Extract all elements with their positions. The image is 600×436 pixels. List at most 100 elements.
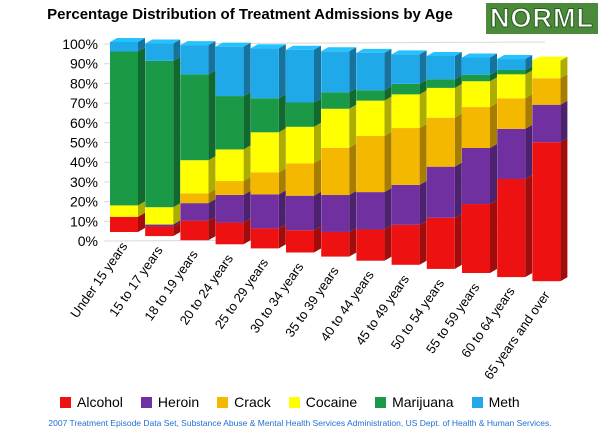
legend-item-crack: Crack xyxy=(217,394,271,410)
y-tick-label: 70% xyxy=(70,95,98,111)
bar-segment-cocaine xyxy=(391,94,420,129)
y-tick-label: 0% xyxy=(78,233,98,249)
bar-segment-heroin xyxy=(145,224,174,227)
bar-segment-crack xyxy=(391,128,420,185)
bar-side-cocaine xyxy=(278,128,286,173)
bar-side-heroin xyxy=(384,188,392,230)
bar-segment-marijuana xyxy=(497,69,526,75)
bar-segment-heroin xyxy=(356,192,385,230)
bar-segment-alcohol xyxy=(391,224,420,265)
bar-side-crack xyxy=(243,177,251,195)
y-tick-label: 20% xyxy=(70,194,98,210)
bar-segment-heroin xyxy=(497,128,526,179)
bar-top-face xyxy=(356,48,392,53)
bar-segment-meth xyxy=(426,55,455,80)
legend-label-cocaine: Cocaine xyxy=(305,394,358,410)
legend-label-meth: Meth xyxy=(488,394,520,410)
bar-side-marijuana xyxy=(278,94,286,133)
bar-segment-heroin xyxy=(286,195,314,231)
bar-segment-alcohol xyxy=(532,142,561,282)
bar-segment-meth xyxy=(391,54,420,84)
bar-top-face xyxy=(286,45,321,50)
bar-side-crack xyxy=(384,131,392,193)
bar-segment-heroin xyxy=(321,195,350,232)
bar-side-alcohol xyxy=(490,200,497,273)
bar-segment-marijuana xyxy=(180,74,209,161)
bar-segment-crack xyxy=(250,172,279,195)
bar-side-heroin xyxy=(454,162,462,218)
bar-side-marijuana xyxy=(490,70,497,82)
bar-top-face xyxy=(145,39,181,44)
y-tick-label: 90% xyxy=(70,56,98,72)
bar-side-marijuana xyxy=(243,92,251,150)
bar-side-meth xyxy=(384,48,392,91)
bar-segment-heroin xyxy=(426,166,455,218)
bar-segment-marijuana xyxy=(391,83,420,95)
bar-segment-marijuana xyxy=(250,98,279,133)
bar-side-cocaine xyxy=(384,96,392,136)
bar-side-cocaine xyxy=(419,90,427,129)
bar-segment-crack xyxy=(215,181,244,195)
bar-side-meth xyxy=(208,41,216,75)
bar-side-marijuana xyxy=(138,47,145,206)
legend-label-marijuana: Marijuana xyxy=(392,394,454,410)
bar-segment-crack xyxy=(426,117,455,167)
bar-side-cocaine xyxy=(314,122,321,164)
bar-side-heroin xyxy=(419,180,427,225)
bar-side-marijuana xyxy=(314,98,321,127)
bar-segment-cocaine xyxy=(462,81,490,108)
bar-segment-cocaine xyxy=(215,149,244,182)
bar-segment-meth xyxy=(250,48,279,99)
bar-side-meth xyxy=(525,55,533,70)
bar-segment-cocaine xyxy=(321,108,350,148)
bar-segment-meth xyxy=(321,51,350,93)
bar-segment-alcohol xyxy=(356,229,385,261)
legend-swatch-heroin xyxy=(140,396,152,408)
bar-segment-alcohol xyxy=(462,204,490,273)
bar-side-crack xyxy=(349,143,357,196)
bar-side-meth xyxy=(138,38,145,52)
bar-side-marijuana xyxy=(349,88,357,109)
bar-segment-meth xyxy=(462,57,490,75)
bar-side-cocaine xyxy=(560,56,568,79)
bar-segment-alcohol xyxy=(497,178,526,278)
bar-side-alcohol xyxy=(314,226,321,253)
bar-top-face xyxy=(110,38,145,42)
legend-swatch-crack xyxy=(217,396,229,408)
legend-item-marijuana: Marijuana xyxy=(375,394,454,410)
bar-segment-heroin xyxy=(391,184,420,225)
bar-segment-crack xyxy=(462,107,490,149)
bar-side-alcohol xyxy=(525,174,533,278)
bar-side-meth xyxy=(490,53,497,75)
bar-segment-heroin xyxy=(180,203,209,221)
bar-segment-crack xyxy=(532,78,561,105)
bar-segment-cocaine xyxy=(426,87,455,118)
bar-side-alcohol xyxy=(138,212,145,232)
bar-segment-marijuana xyxy=(462,74,490,82)
bar-segment-crack xyxy=(497,98,526,129)
bar-segment-alcohol xyxy=(321,231,350,257)
bar-segment-crack xyxy=(180,193,209,204)
bar-side-cocaine xyxy=(208,156,216,194)
bar-side-heroin xyxy=(560,100,568,143)
bar-side-cocaine xyxy=(138,201,145,217)
bar-side-heroin xyxy=(278,190,286,229)
bar-side-meth xyxy=(173,39,181,61)
bar-side-alcohol xyxy=(419,220,427,265)
bar-side-meth xyxy=(243,42,251,97)
bar-side-crack xyxy=(314,159,321,196)
bar-side-alcohol xyxy=(243,218,251,245)
bar-top-face xyxy=(497,55,533,60)
bar-side-heroin xyxy=(243,190,251,223)
bar-side-cocaine xyxy=(349,104,357,148)
y-tick-label: 30% xyxy=(70,174,98,190)
legend-item-meth: Meth xyxy=(471,394,520,410)
bar-side-meth xyxy=(278,44,286,99)
bar-side-cocaine xyxy=(525,70,533,99)
bar-top-face xyxy=(215,42,251,47)
legend-label-crack: Crack xyxy=(234,394,271,410)
bar-side-meth xyxy=(454,51,462,80)
bar-segment-alcohol xyxy=(145,226,174,237)
bar-side-heroin xyxy=(208,199,216,221)
bar-segment-marijuana xyxy=(286,102,314,127)
